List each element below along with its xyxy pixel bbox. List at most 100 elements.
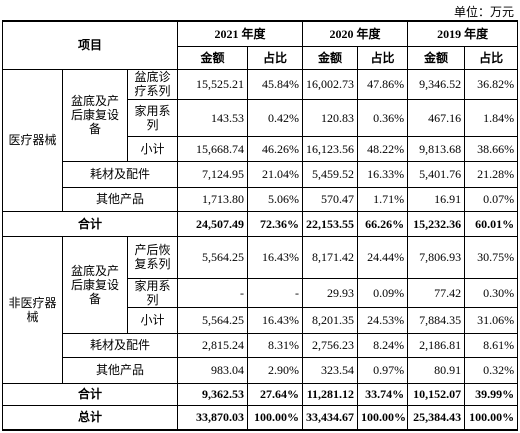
header-sub: 金额: [177, 45, 249, 70]
share-cell: 31.06%: [464, 306, 519, 334]
amount-cell: 5,564.25: [177, 235, 249, 279]
amount-cell: 7,806.93: [407, 235, 466, 279]
share-cell: 0.36%: [357, 98, 409, 137]
share-cell: 16.43%: [247, 235, 304, 279]
amount-cell: 15,525.21: [177, 68, 249, 100]
share-cell: 33.74%: [357, 382, 409, 406]
table-row: 非医疗器械 盆底及产后康复设备 产后恢复系列 5,564.25 16.43% 8,171.…: [2, 235, 519, 384]
amount-cell: 10,152.07: [407, 382, 466, 406]
share-cell: 1.71%: [357, 186, 409, 212]
header-year: 2019 年度: [407, 20, 519, 47]
amount-cell: 9,346.52: [407, 68, 466, 100]
row-label: 耗材及配件: [61, 332, 179, 358]
amount-cell: 11,281.12: [302, 382, 359, 406]
share-cell: 0.97%: [357, 356, 409, 384]
group-name: 非医疗器械: [2, 235, 63, 384]
amount-cell: -: [177, 277, 249, 308]
share-cell: 48.22%: [357, 135, 409, 162]
amount-cell: 2,815.24: [177, 332, 249, 358]
share-cell: 100.00%: [357, 404, 409, 431]
amount-cell: 15,232.36: [407, 210, 466, 237]
header-sub: 金额: [302, 45, 359, 70]
amount-cell: 15,668.74: [177, 135, 249, 162]
share-cell: 8.31%: [247, 332, 304, 358]
amount-cell: 2,756.23: [302, 332, 359, 358]
amount-cell: 9,813.68: [407, 135, 466, 162]
row-label: 产后恢复系列: [126, 235, 179, 279]
share-cell: 1.84%: [464, 98, 519, 137]
share-cell: 47.86%: [357, 68, 409, 100]
row-label: 其他产品: [61, 356, 179, 384]
share-cell: 16.43%: [247, 306, 304, 334]
share-cell: -: [247, 277, 304, 308]
table-row: 其他产品 1,713.80 5.06% 570.47 1.71% 16.91 0.07%: [3, 186, 519, 212]
row-label: 家用系列: [126, 98, 179, 137]
row-label: 家用系列: [126, 277, 179, 308]
header-year: 2020 年度: [302, 20, 409, 47]
header-sub: 占比: [247, 45, 304, 70]
table-row: 耗材及配件 2,815.24 8.31% 2,756.23 8.24% 2,186.81 8…: [3, 332, 519, 358]
amount-cell: 16,123.56: [302, 135, 359, 162]
amount-cell: 120.83: [302, 98, 359, 137]
amount-cell: 5,564.25: [177, 306, 249, 334]
share-cell: 2.90%: [247, 356, 304, 384]
table-row: 小计 5,564.25 16.43% 8,201.35 24.53% 7,884.35 31…: [3, 306, 519, 334]
share-cell: 0.32%: [464, 356, 519, 384]
table-row: 家用系列 - -29.93 0.09% 77.42 0.30%: [3, 277, 519, 308]
share-cell: 27.64%: [247, 382, 304, 406]
amount-cell: 7,124.95: [177, 160, 249, 188]
row-label: 小计: [126, 135, 179, 162]
amount-cell: 29.93: [302, 277, 359, 308]
row-label: 耗材及配件: [61, 160, 179, 188]
share-cell: 30.75%: [464, 235, 519, 279]
group-name: 医疗器械: [2, 68, 63, 212]
total-label: 合计: [1, 210, 179, 237]
amount-cell: 5,401.76: [407, 160, 466, 188]
amount-cell: 8,171.42: [302, 235, 359, 279]
amount-cell: 16.91: [407, 186, 466, 212]
unit-note: 单位：万元: [453, 5, 514, 19]
amount-cell: 323.54: [302, 356, 359, 384]
amount-cell: 2,186.81: [407, 332, 466, 358]
table-row: 耗材及配件 7,124.95 21.04% 5,459.52 16.33% 5,401.7…: [3, 160, 519, 188]
share-cell: 0.09%: [357, 277, 409, 308]
amount-cell: 16,002.73: [302, 68, 359, 100]
table-row: 合计 24,507.49 72.36% 22,153.55 66.26% 15,232.3…: [1, 210, 519, 237]
amount-cell: 1,713.80: [177, 186, 249, 212]
share-cell: 16.33%: [357, 160, 409, 188]
subgroup-name: 盆底及产后康复设备: [62, 68, 128, 162]
row-label: 小计: [126, 306, 179, 334]
table-row: 总计 33,870.03 100.00% 33,434.67 100.00% 25,384…: [1, 404, 519, 431]
share-cell: 21.04%: [247, 160, 304, 188]
total-label: 合计: [1, 382, 179, 406]
header-item: 项目: [1, 20, 179, 70]
row-label: 其他产品: [61, 186, 179, 212]
table-row: 医疗器械 盆底及产后康复设备 盆底诊疗系列 15,525.21 45.84% 16,002…: [2, 68, 519, 212]
header-sub: 金额: [407, 45, 466, 70]
table-row: 小计 15,668.74 46.26% 16,123.56 48.22% 9,813.68…: [3, 135, 519, 162]
table-row: 合计 9,362.53 27.64% 11,281.12 33.74% 10,152.07…: [1, 382, 519, 406]
share-cell: 72.36%: [247, 210, 304, 237]
amount-cell: 77.42: [407, 277, 466, 308]
table-row: 其他产品 983.04 2.90% 323.54 0.97% 80.91 0.32%: [3, 356, 519, 384]
grand-total-label: 总计: [1, 404, 179, 431]
subgroup-name: 盆底及产后康复设备: [62, 235, 128, 334]
share-cell: 0.07%: [464, 186, 519, 212]
row-label: 盆底诊疗系列: [126, 68, 179, 100]
amount-cell: 24,507.49: [177, 210, 249, 237]
share-cell: 5.06%: [247, 186, 304, 212]
amount-cell: 9,362.53: [177, 382, 249, 406]
share-cell: 36.82%: [464, 68, 519, 100]
share-cell: 100.00%: [464, 404, 519, 431]
share-cell: 24.44%: [357, 235, 409, 279]
amount-cell: 467.16: [407, 98, 466, 137]
amount-cell: 8,201.35: [302, 306, 359, 334]
share-cell: 24.53%: [357, 306, 409, 334]
amount-cell: 33,434.67: [302, 404, 359, 431]
amount-cell: 7,884.35: [407, 306, 466, 334]
amount-cell: 983.04: [177, 356, 249, 384]
share-cell: 0.30%: [464, 277, 519, 308]
share-cell: 8.24%: [357, 332, 409, 358]
share-cell: 21.28%: [464, 160, 519, 188]
share-cell: 100.00%: [247, 404, 304, 431]
